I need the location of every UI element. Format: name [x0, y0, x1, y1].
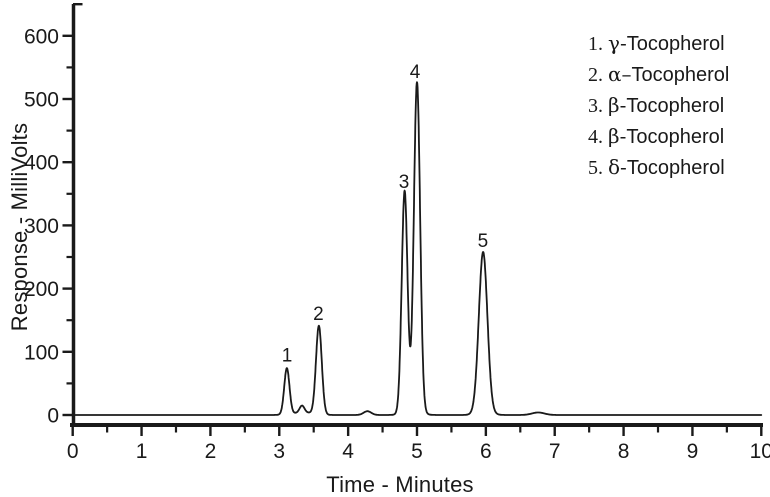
y-tick-label: 300: [24, 215, 59, 238]
y-axis-title: Response - MilliVolts: [7, 122, 32, 332]
y-tick-label: 600: [24, 25, 59, 48]
x-tick-label: 6: [480, 440, 492, 463]
legend-item-greek-letter: α–: [608, 62, 632, 86]
legend-item: 3. β-Tocopherol: [588, 90, 729, 121]
legend-item: 4. β-Tocopherol: [588, 121, 729, 152]
x-tick-label: 3: [273, 440, 285, 463]
peak-number-label: 4: [410, 62, 421, 83]
legend-item-greek-letter: γ-: [608, 31, 627, 55]
x-axis-title: Time - Minutes: [326, 472, 474, 497]
legend-item-compound-name: Tocopherol: [626, 33, 725, 55]
chromatogram-trace: [71, 81, 763, 416]
x-tick-label: 0: [67, 440, 79, 463]
peak-number-label: 3: [399, 172, 410, 193]
y-tick-label: 100: [24, 341, 59, 364]
peak-number-label: 5: [478, 231, 489, 252]
x-tick-label: 9: [687, 440, 699, 463]
legend-item-number: 1.: [588, 33, 608, 55]
legend-item: 2. α–Tocopherol: [588, 59, 729, 90]
y-tick-label: 200: [24, 278, 59, 301]
legend-item: 5. δ-Tocopherol: [588, 152, 729, 183]
y-tick-label: 500: [24, 89, 59, 112]
legend-item-number: 4.: [588, 126, 608, 148]
legend-item-compound-name: Tocopherol: [626, 126, 725, 148]
legend-item-greek-letter: β-: [608, 93, 627, 117]
legend-item-compound-name: Tocopherol: [626, 157, 725, 179]
peak-number-label: 1: [282, 345, 293, 366]
legend-item-compound-name: Tocopherol: [626, 95, 725, 117]
y-tick-label: 400: [24, 152, 59, 175]
legend-item: 1. γ-Tocopherol: [588, 28, 729, 59]
x-tick-label: 2: [205, 440, 217, 463]
legend-item-greek-letter: δ-: [608, 155, 627, 179]
x-tick-label: 10: [750, 440, 770, 463]
legend-item-greek-letter: β-: [608, 124, 627, 148]
legend: 1. γ-Tocopherol 2. α–Tocopherol 3. β-Tocop…: [588, 28, 729, 183]
legend-item-compound-name: Tocopherol: [631, 64, 730, 86]
x-tick-label: 1: [136, 440, 148, 463]
x-tick-label: 5: [411, 440, 423, 463]
x-tick-label: 4: [342, 440, 354, 463]
y-tick-label: 0: [47, 405, 59, 428]
legend-item-number: 3.: [588, 95, 608, 117]
legend-item-number: 5.: [588, 157, 608, 179]
x-tick-label: 7: [549, 440, 561, 463]
peak-number-label: 2: [313, 304, 324, 325]
legend-item-number: 2.: [588, 64, 608, 86]
x-tick-label: 8: [618, 440, 630, 463]
